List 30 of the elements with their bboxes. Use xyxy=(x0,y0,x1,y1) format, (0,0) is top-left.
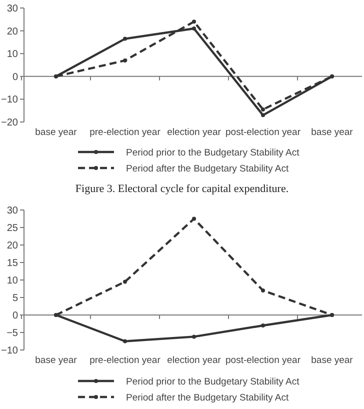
y-tick-label: −5 xyxy=(6,328,18,339)
x-tick-label: election year xyxy=(167,355,221,366)
y-tick-label: 20 xyxy=(6,26,18,38)
y-tick-label: 5 xyxy=(12,293,18,304)
y-tick-label: 0 xyxy=(12,72,18,83)
y-tick-label: −10 xyxy=(1,346,18,356)
chart-title: Figure 3. Electoral cycle for capital expenditure. xyxy=(75,183,289,195)
y-tick-label: −20 xyxy=(1,118,18,128)
x-tick-label: base year xyxy=(311,355,353,366)
y-tick-label: 20 xyxy=(6,240,18,252)
y-tick-label: −10 xyxy=(1,94,18,106)
legend-label: Period after the Budgetary Stability Act xyxy=(126,163,290,174)
y-tick-label: 15 xyxy=(6,258,18,269)
x-tick-label: post-election year xyxy=(226,355,300,366)
y-tick-label: 25 xyxy=(6,223,18,234)
y-tick-label: 0 xyxy=(12,310,18,322)
x-tick-label: election year xyxy=(167,127,221,138)
x-tick-label: pre-election year xyxy=(90,355,160,366)
x-tick-label: base year xyxy=(35,127,77,138)
y-tick-label: 10 xyxy=(6,49,18,60)
x-tick-label: base year xyxy=(311,127,353,138)
legend-label: Period prior to the Budgetary Stability Act xyxy=(126,147,300,158)
legend-label: Period after the Budgetary Stability Act xyxy=(126,392,290,404)
y-tick-label: 10 xyxy=(6,276,18,286)
legend-label: Period prior to the Budgetary Stability Act xyxy=(126,376,300,388)
y-tick-label: 30 xyxy=(6,4,18,14)
x-tick-label: post-election year xyxy=(226,127,300,138)
y-tick-label: 30 xyxy=(6,206,18,216)
x-tick-label: base year xyxy=(35,355,77,366)
x-tick-label: pre-election year xyxy=(90,127,160,138)
